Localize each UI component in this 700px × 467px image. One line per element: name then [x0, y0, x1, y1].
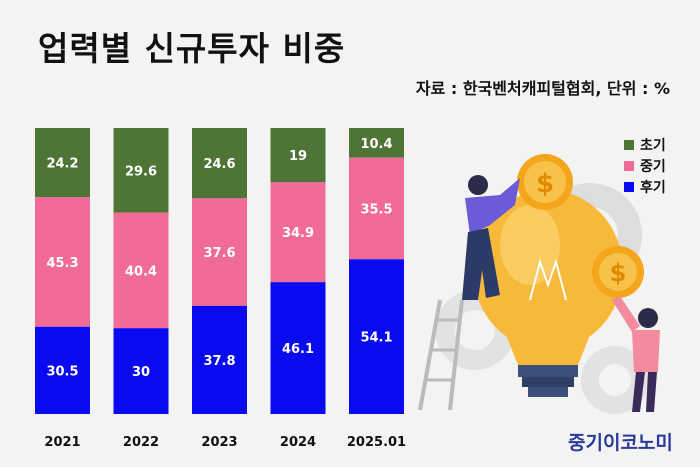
x-tick-label-2025.01: 2025.01 [347, 435, 406, 450]
legend-swatch-early [624, 139, 634, 150]
bar-segment-mid-2021 [35, 197, 90, 327]
chart-title: 업력별 신규투자 비중 [38, 29, 346, 68]
source-note: 자료 : 한국벤처캐피털협회, 단위 : % [415, 79, 670, 98]
legend-label-mid: 중기 [640, 158, 666, 175]
legend-item-mid: 중기 [624, 155, 666, 176]
data-label-late-2022: 30 [132, 365, 150, 380]
legend-label-late: 후기 [640, 179, 666, 196]
data-label-late-2025.01: 54.1 [360, 331, 392, 346]
brand-logo-text: 중기이코노미 [568, 432, 673, 454]
legend-item-late: 후기 [624, 176, 666, 197]
x-tick-label-2021: 2021 [44, 435, 80, 450]
x-tick-label-2024: 2024 [280, 435, 316, 450]
data-label-early-2024: 19 [289, 149, 307, 164]
bar-segment-early-2022 [113, 128, 169, 213]
legend-label-early: 초기 [640, 137, 666, 154]
lightbulb-illustration: $ $ [418, 154, 660, 414]
data-label-late-2023: 37.8 [203, 354, 235, 369]
bar-segment-early-2025.01 [349, 128, 404, 158]
legend-item-early: 초기 [624, 134, 666, 155]
bar-segment-late-2023 [192, 305, 247, 414]
data-label-late-2024: 46.1 [282, 342, 314, 357]
bar-segment-late-2021 [35, 326, 90, 414]
x-tick-label-2023: 2023 [201, 435, 237, 450]
bar-segment-early-2023 [192, 128, 247, 199]
bar-segment-mid-2023 [192, 198, 247, 306]
bar-segment-mid-2022 [113, 212, 169, 329]
data-label-mid-2021: 45.3 [46, 256, 78, 271]
x-tick-label-2022: 2022 [123, 435, 159, 450]
bar-segment-late-2024 [270, 282, 326, 414]
legend-swatch-mid [624, 160, 634, 171]
data-label-mid-2023: 37.6 [203, 246, 235, 261]
bar-segment-mid-2024 [270, 182, 326, 283]
bar-segment-early-2024 [270, 128, 326, 183]
data-label-late-2021: 30.5 [46, 364, 78, 379]
bar-segment-mid-2025.01 [349, 157, 404, 260]
data-label-mid-2025.01: 35.5 [360, 203, 392, 218]
data-label-early-2025.01: 10.4 [360, 137, 392, 152]
svg-text:$: $ [610, 259, 627, 287]
bar-segment-early-2021 [35, 128, 90, 198]
legend-swatch-late [624, 181, 634, 192]
data-label-early-2021: 24.2 [46, 157, 78, 172]
legend: 초기 중기 후기 [624, 134, 666, 197]
data-label-mid-2022: 40.4 [125, 264, 157, 279]
bar-segment-late-2022 [113, 328, 169, 414]
data-label-early-2023: 24.6 [203, 157, 235, 172]
bar-segment-late-2025.01 [349, 259, 404, 414]
svg-text:$: $ [536, 169, 554, 199]
data-label-mid-2024: 34.9 [282, 226, 314, 241]
data-label-early-2022: 29.6 [125, 164, 157, 179]
